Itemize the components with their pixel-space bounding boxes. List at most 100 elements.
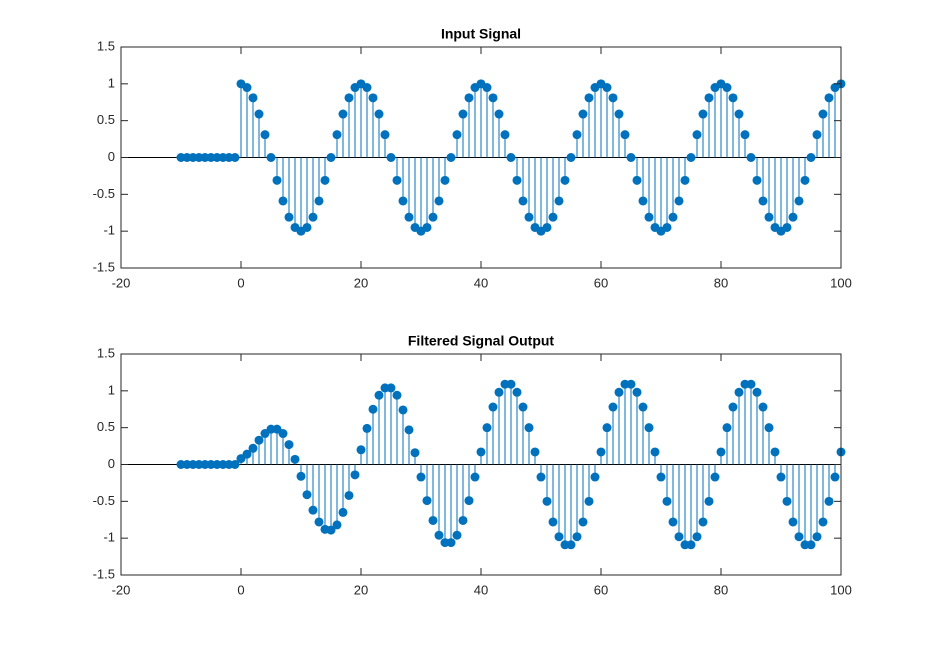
stem-marker	[758, 196, 768, 206]
stem-marker	[344, 93, 354, 103]
stem-marker	[272, 175, 282, 185]
stem-marker	[488, 93, 498, 103]
stem-marker	[704, 496, 714, 506]
stem-marker	[698, 109, 708, 119]
stem-marker	[716, 447, 726, 457]
stem-marker	[230, 153, 240, 162]
stem-marker	[644, 423, 654, 433]
stem-marker	[392, 390, 402, 400]
stem-marker	[518, 196, 528, 206]
stem-marker	[728, 93, 738, 103]
stem-marker	[356, 445, 366, 455]
stem-marker	[398, 405, 408, 415]
stem-marker	[560, 175, 570, 185]
stem-marker	[464, 93, 474, 103]
stem-marker	[332, 130, 342, 140]
stem-marker	[758, 402, 768, 412]
stem-marker	[578, 517, 588, 527]
stem-marker	[368, 404, 378, 414]
x-tick-label: 60	[594, 582, 608, 597]
stem-marker	[506, 379, 516, 389]
stem-marker	[452, 530, 462, 540]
stem-marker	[602, 423, 612, 433]
stem-marker	[668, 517, 678, 527]
stem-marker	[242, 449, 252, 459]
stem-marker	[398, 196, 408, 206]
stem-marker	[764, 212, 774, 222]
x-tick-label: 40	[474, 275, 488, 290]
stem-marker	[416, 472, 426, 482]
x-tick-label: 60	[594, 275, 608, 290]
stem-marker	[452, 130, 462, 140]
x-tick-label: 80	[714, 275, 728, 290]
stem-marker	[686, 540, 696, 550]
stem-marker	[584, 93, 594, 103]
stem-marker	[362, 83, 372, 93]
y-tick-label: 0	[108, 456, 115, 471]
stem-marker	[644, 212, 654, 222]
x-tick-label: 40	[474, 582, 488, 597]
stem-marker	[512, 387, 522, 397]
stem-marker	[482, 83, 492, 93]
stem-marker	[692, 532, 702, 542]
stem-marker	[626, 379, 636, 389]
stem-marker	[410, 448, 420, 458]
stem-marker	[572, 532, 582, 542]
stem-marker	[404, 425, 414, 435]
y-tick-label: -1	[103, 223, 115, 238]
y-tick-label: 1.5	[97, 345, 115, 360]
stem-marker	[506, 153, 516, 162]
stem-marker	[812, 130, 822, 140]
stem-marker	[536, 472, 546, 482]
stem-marker	[566, 540, 576, 550]
stem-marker	[392, 175, 402, 185]
x-tick-label: 20	[354, 582, 368, 597]
stem-marker	[290, 454, 300, 464]
stem-marker	[524, 212, 534, 222]
x-tick-label: -20	[112, 582, 131, 597]
stem-marker	[554, 532, 564, 542]
x-tick-label: 0	[237, 275, 244, 290]
stem-marker	[458, 515, 468, 525]
stem-marker	[806, 540, 816, 550]
stem-marker	[278, 196, 288, 206]
stem-marker	[794, 532, 804, 542]
stem-marker	[632, 175, 642, 185]
stem-marker	[296, 471, 306, 481]
stem-marker	[530, 447, 540, 457]
stem-marker	[818, 517, 828, 527]
stem-marker	[284, 440, 294, 450]
x-tick-label: -20	[112, 275, 131, 290]
stem-marker	[632, 387, 642, 397]
stem-marker	[734, 109, 744, 119]
stem-marker	[824, 93, 834, 103]
stem-marker	[458, 109, 468, 119]
stem-marker	[542, 496, 552, 506]
stem-marker	[782, 496, 792, 506]
stem-marker	[440, 175, 450, 185]
stem-marker	[776, 472, 786, 482]
stem-marker	[500, 130, 510, 140]
stem-marker	[764, 423, 774, 433]
stem-marker	[770, 447, 780, 457]
x-tick-label: 0	[237, 582, 244, 597]
stem-marker	[608, 402, 618, 412]
stem-marker	[674, 196, 684, 206]
stem-marker	[566, 153, 576, 162]
stem-marker	[374, 109, 384, 119]
stem-marker	[368, 93, 378, 103]
stem-marker	[320, 175, 330, 185]
stem-marker	[746, 379, 756, 389]
stem-marker	[542, 222, 552, 232]
stem-marker	[614, 387, 624, 397]
stem-marker	[338, 109, 348, 119]
stem-marker	[374, 390, 384, 400]
stem-marker	[302, 222, 312, 232]
y-tick-label: 1.5	[97, 38, 115, 53]
stem-marker	[482, 423, 492, 433]
stem-marker	[710, 472, 720, 482]
stem-marker	[326, 153, 336, 162]
stem-marker	[548, 212, 558, 222]
stem-marker	[614, 109, 624, 119]
